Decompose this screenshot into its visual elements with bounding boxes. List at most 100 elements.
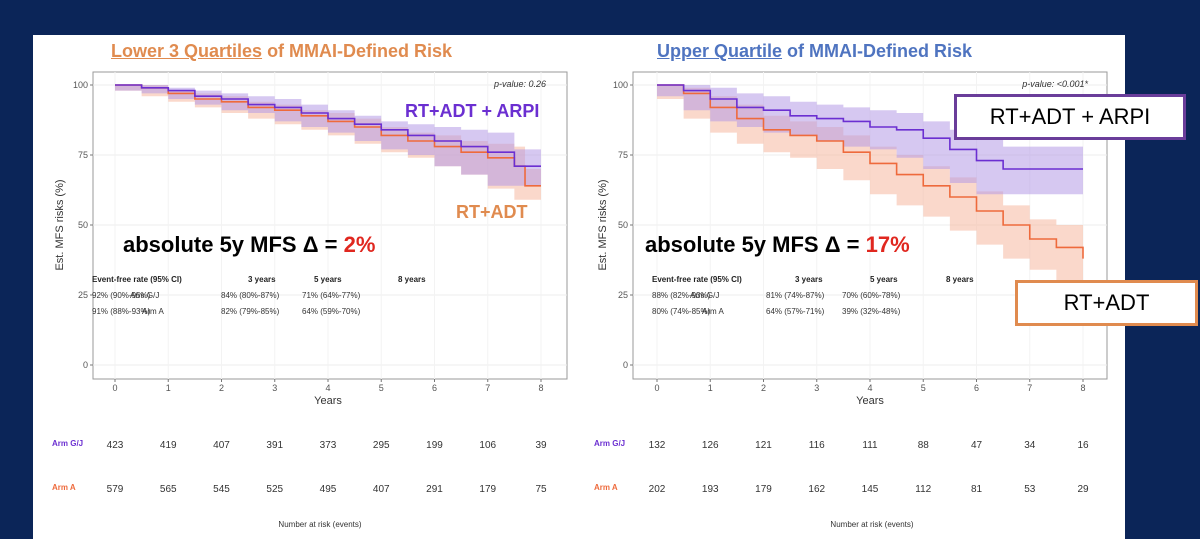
right-x-tick-label: 3 bbox=[814, 383, 819, 393]
right-risk-value: 34 bbox=[1024, 440, 1036, 451]
left-risk-value: 373 bbox=[320, 440, 337, 451]
left-x-tick-label: 6 bbox=[432, 383, 437, 393]
left-delta-value: 2% bbox=[344, 232, 376, 257]
right-table-header: 3 years bbox=[795, 275, 823, 284]
left-table-header: 8 years bbox=[398, 275, 426, 284]
right-risk-value: 112 bbox=[915, 484, 931, 495]
left-adt-label: RT+ADT bbox=[456, 202, 528, 222]
right-risk-value: 126 bbox=[702, 440, 719, 451]
right-x-tick-label: 1 bbox=[708, 383, 713, 393]
right-title-underlined: Upper Quartile bbox=[657, 41, 783, 61]
left-risk-value: 545 bbox=[213, 484, 230, 495]
right-table-cell: 64% (57%-71%) bbox=[766, 307, 825, 316]
left-km-curve-arm-gj bbox=[115, 84, 541, 167]
right-risk-caption: Number at risk (events) bbox=[830, 520, 913, 529]
right-table-arm-label: Arm A bbox=[702, 307, 724, 316]
left-risk-value: 75 bbox=[535, 484, 547, 495]
left-risk-value: 39 bbox=[535, 440, 547, 451]
left-delta-prefix: absolute 5y MFS Δ = bbox=[123, 232, 344, 257]
right-risk-arm-label: Arm G/J bbox=[594, 439, 625, 448]
right-y-tick-label: 50 bbox=[618, 220, 628, 230]
left-y-axis-label: Est. MFS risks (%) bbox=[54, 179, 66, 270]
left-y-tick-label: 75 bbox=[78, 150, 88, 160]
right-x-tick-label: 2 bbox=[761, 383, 766, 393]
right-y-axis-label: Est. MFS risks (%) bbox=[597, 179, 609, 270]
right-x-axis-label: Years bbox=[856, 395, 884, 407]
left-x-tick-label: 7 bbox=[485, 383, 490, 393]
right-x-tick-label: 4 bbox=[867, 383, 872, 393]
left-title-rest: of MMAI-Defined Risk bbox=[262, 41, 453, 61]
right-table-header: 8 years bbox=[946, 275, 974, 284]
left-table-arm-label: Arm A bbox=[142, 307, 164, 316]
right-ci-band-arm-gj bbox=[657, 85, 1083, 195]
right-risk-value: 47 bbox=[971, 440, 983, 451]
right-risk-value: 29 bbox=[1077, 484, 1089, 495]
left-table-cell: 91% (88%-93%) bbox=[92, 307, 151, 316]
left-x-tick-label: 2 bbox=[219, 383, 224, 393]
right-x-tick-label: 8 bbox=[1080, 383, 1085, 393]
left-risk-value: 495 bbox=[320, 484, 337, 495]
right-delta-value: 17% bbox=[866, 232, 910, 257]
right-km-curve-arm-gj bbox=[657, 84, 1083, 170]
left-risk-value: 295 bbox=[373, 440, 390, 451]
right-km-curve-arm-a bbox=[657, 84, 1084, 259]
right-risk-value: 121 bbox=[755, 440, 772, 451]
right-table-header: 5 years bbox=[870, 275, 898, 284]
left-risk-caption: Number at risk (events) bbox=[278, 520, 361, 529]
right-p-value: p-value: <0.001* bbox=[1021, 79, 1088, 89]
left-title-underlined: Lower 3 Quartiles bbox=[111, 41, 263, 61]
left-x-tick-label: 8 bbox=[538, 383, 543, 393]
left-table-cell: 84% (80%-87%) bbox=[221, 291, 280, 300]
right-risk-value: 16 bbox=[1077, 440, 1089, 451]
left-table-arm-label: Arm G/J bbox=[130, 291, 159, 300]
left-table-header: Event-free rate (95% CI) bbox=[92, 275, 182, 284]
left-risk-arm-label: Arm A bbox=[52, 483, 76, 492]
left-risk-value: 565 bbox=[160, 484, 177, 495]
right-risk-value: 179 bbox=[755, 484, 772, 495]
left-risk-value: 419 bbox=[160, 440, 177, 451]
right-risk-arm-label: Arm A bbox=[594, 483, 618, 492]
left-risk-value: 106 bbox=[479, 440, 496, 451]
left-table-header: 5 years bbox=[314, 275, 342, 284]
right-risk-value: 53 bbox=[1024, 484, 1036, 495]
right-table-arm-label: Arm G/J bbox=[690, 291, 719, 300]
right-y-tick-label: 100 bbox=[613, 80, 628, 90]
left-risk-value: 179 bbox=[479, 484, 496, 495]
left-p-value: p-value: 0.26 bbox=[493, 79, 546, 89]
right-table-cell: 39% (32%-48%) bbox=[842, 307, 901, 316]
right-risk-value: 116 bbox=[809, 440, 825, 451]
left-table-cell: 71% (64%-77%) bbox=[302, 291, 361, 300]
left-table-cell: 82% (79%-85%) bbox=[221, 307, 280, 316]
right-table-cell: 70% (60%-78%) bbox=[842, 291, 901, 300]
right-panel-title: Upper Quartile of MMAI-Defined Risk bbox=[657, 41, 972, 62]
left-table-cell: 92% (90%-95%) bbox=[92, 291, 151, 300]
right-risk-value: 111 bbox=[862, 440, 878, 451]
left-y-tick-label: 25 bbox=[78, 290, 88, 300]
left-y-tick-label: 50 bbox=[78, 220, 88, 230]
right-table-header: Event-free rate (95% CI) bbox=[652, 275, 742, 284]
right-table-cell: 80% (74%-85%) bbox=[652, 307, 711, 316]
right-table-cell: 81% (74%-87%) bbox=[766, 291, 825, 300]
right-y-tick-label: 75 bbox=[618, 150, 628, 160]
left-arpi-label: RT+ADT + ARPI bbox=[405, 101, 539, 121]
left-panel-title: Lower 3 Quartiles of MMAI-Defined Risk bbox=[111, 41, 452, 62]
left-risk-value: 579 bbox=[107, 484, 124, 495]
right-risk-value: 132 bbox=[649, 440, 666, 451]
right-risk-value: 145 bbox=[862, 484, 879, 495]
left-risk-value: 423 bbox=[107, 440, 124, 451]
left-ci-band-arm-gj bbox=[115, 85, 541, 186]
right-adt-callout: RT+ADT bbox=[1015, 280, 1198, 326]
right-y-tick-label: 0 bbox=[623, 360, 628, 370]
right-risk-value: 162 bbox=[808, 484, 825, 495]
left-delta-text: absolute 5y MFS Δ = 2% bbox=[123, 232, 375, 257]
right-title-rest: of MMAI-Defined Risk bbox=[782, 41, 973, 61]
left-risk-value: 291 bbox=[426, 484, 443, 495]
right-risk-value: 88 bbox=[918, 440, 930, 451]
left-y-tick-label: 0 bbox=[83, 360, 88, 370]
right-risk-value: 193 bbox=[702, 484, 719, 495]
right-x-tick-label: 0 bbox=[654, 383, 659, 393]
left-risk-arm-label: Arm G/J bbox=[52, 439, 83, 448]
left-x-tick-label: 1 bbox=[166, 383, 171, 393]
right-x-tick-label: 7 bbox=[1027, 383, 1032, 393]
left-x-tick-label: 0 bbox=[112, 383, 117, 393]
